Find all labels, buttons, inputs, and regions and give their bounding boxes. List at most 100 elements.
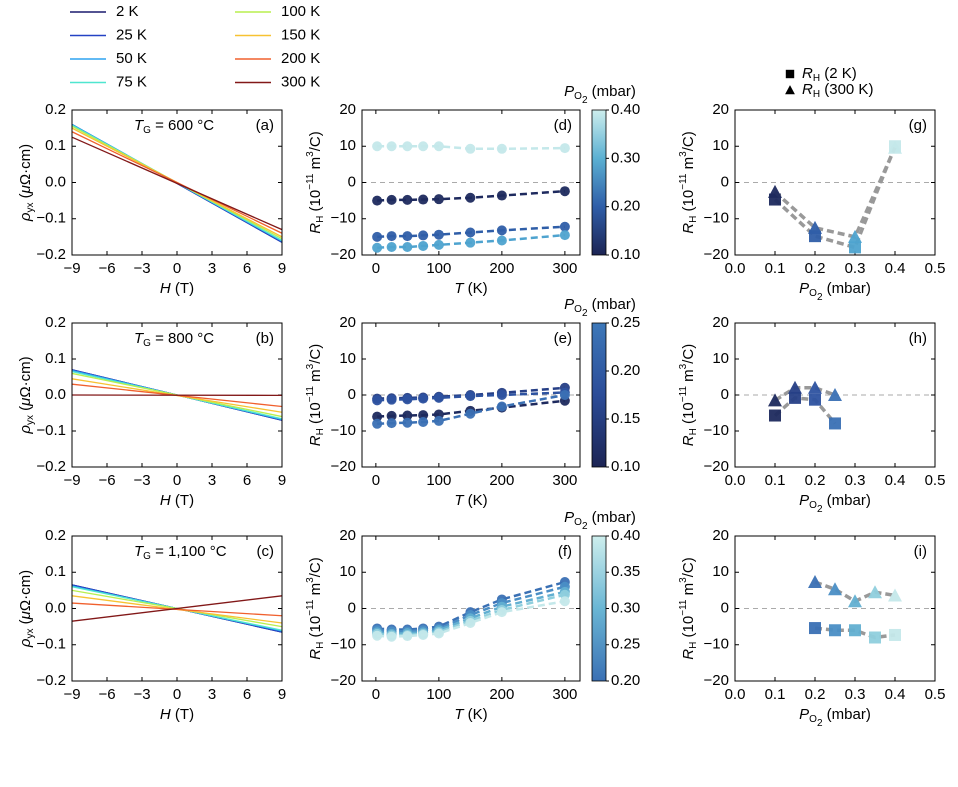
x-tick-label: 9 <box>278 260 286 277</box>
label-part: −11 <box>678 173 689 190</box>
label-part: H <box>160 492 171 509</box>
x-tick-label: −6 <box>98 686 115 703</box>
label-part: μ <box>17 611 34 620</box>
x-tick-label: −9 <box>63 686 80 703</box>
circle-marker <box>496 225 507 236</box>
colorbar-tick-label: 0.10 <box>611 246 640 263</box>
label-part: (10 <box>680 402 697 428</box>
label-part: (10 <box>307 190 324 216</box>
x-tick-label: 3 <box>208 686 216 703</box>
x-tick-label: 0 <box>173 472 181 489</box>
label-part: Ω·cm) <box>17 356 34 397</box>
circle-marker <box>386 242 397 253</box>
circle-marker <box>386 231 397 242</box>
legend-label: 50 K <box>116 50 147 67</box>
label-part: R <box>307 649 324 660</box>
label-part: 2 <box>817 718 823 729</box>
triangle-marker <box>788 380 802 394</box>
label-part: /C) <box>307 131 324 151</box>
y-tick-label: 0.0 <box>45 173 66 190</box>
label-part: m <box>307 157 324 174</box>
y-tick-label: −0.2 <box>36 246 66 263</box>
y-tick-label: 0.0 <box>45 386 66 403</box>
circle-marker <box>372 141 383 152</box>
label-part: H <box>315 642 326 649</box>
x-tick-label: 0.4 <box>885 260 906 277</box>
y-axis-label: ρyx (μΩ·cm) <box>17 356 36 434</box>
x-axis-label: H (T) <box>160 706 194 723</box>
circle-marker <box>386 141 397 152</box>
x-tick-label: 100 <box>426 686 451 703</box>
circle-marker <box>372 411 383 422</box>
x-axis-label: T (K) <box>454 706 487 723</box>
circle-marker <box>386 410 397 421</box>
y-tick-label: −0.1 <box>36 210 66 227</box>
y-tick-label: 0 <box>348 386 356 403</box>
label-part: R <box>802 81 813 98</box>
circle-marker <box>496 390 507 400</box>
y-tick-label: 10 <box>339 137 356 154</box>
series-line <box>774 386 836 402</box>
x-tick-label: 0.5 <box>925 686 946 703</box>
label-part: (T) <box>171 706 194 723</box>
label-part: R <box>307 223 324 234</box>
label-part: T <box>454 280 465 297</box>
panel-label: (c) <box>257 543 275 560</box>
label-part: 3 <box>678 577 689 583</box>
plot-frame <box>734 322 936 468</box>
label-part: T <box>134 330 145 347</box>
circle-marker <box>386 631 397 642</box>
triangle-marker <box>828 582 842 596</box>
y-tick-label: 0.1 <box>45 563 66 580</box>
colorbar-tick-label: 0.20 <box>611 362 640 379</box>
label-part: /C) <box>680 131 697 151</box>
circle-marker <box>372 630 383 641</box>
x-tick-label: 300 <box>552 260 577 277</box>
label-part: 3 <box>305 577 316 583</box>
circle-marker <box>496 607 507 618</box>
colorbar-tick-label: 0.35 <box>611 563 640 580</box>
circle-marker <box>418 230 429 241</box>
circle-marker <box>372 231 383 242</box>
label-part: 2 <box>582 308 588 319</box>
panel-label: (e) <box>554 330 572 347</box>
x-tick-label: 6 <box>243 686 251 703</box>
colorbar-tick-label: 0.25 <box>611 636 640 653</box>
label-part: ( <box>17 406 34 415</box>
label-part: m <box>307 369 324 386</box>
y-axis-label: RH (10−11 m3/C) <box>305 344 326 446</box>
circle-marker <box>433 229 444 240</box>
x-tick-label: 200 <box>489 686 514 703</box>
circle-marker <box>465 227 476 238</box>
x-tick-label: −9 <box>63 472 80 489</box>
colorbar <box>591 109 607 256</box>
square-marker <box>809 622 821 635</box>
triangle-marker <box>768 184 782 198</box>
label-part: ( <box>17 619 34 628</box>
panel-label: (a) <box>256 117 274 134</box>
circle-marker <box>465 192 476 203</box>
x-tick-label: 0.1 <box>765 686 786 703</box>
circle-marker <box>386 194 397 205</box>
triangle-marker <box>768 393 782 407</box>
y-tick-label: 10 <box>339 350 356 367</box>
x-tick-label: 3 <box>208 472 216 489</box>
colorbar-tick-label: 0.30 <box>611 149 640 166</box>
plot-frame <box>71 109 283 256</box>
x-axis-label: H (T) <box>160 280 194 297</box>
plot-frame <box>734 109 936 256</box>
label-part: m <box>307 583 324 600</box>
circle-marker <box>418 393 429 404</box>
x-tick-label: 300 <box>552 472 577 489</box>
y-tick-label: 20 <box>339 101 356 118</box>
x-tick-label: −3 <box>133 260 150 277</box>
series-line <box>773 145 897 250</box>
x-tick-label: 0.2 <box>805 472 826 489</box>
circle-marker <box>418 240 429 251</box>
circle-marker <box>386 418 397 429</box>
label-part: −11 <box>678 386 689 403</box>
annotation: TG = 800 °C <box>134 330 214 349</box>
series-line <box>72 602 282 617</box>
square-marker <box>809 393 821 406</box>
